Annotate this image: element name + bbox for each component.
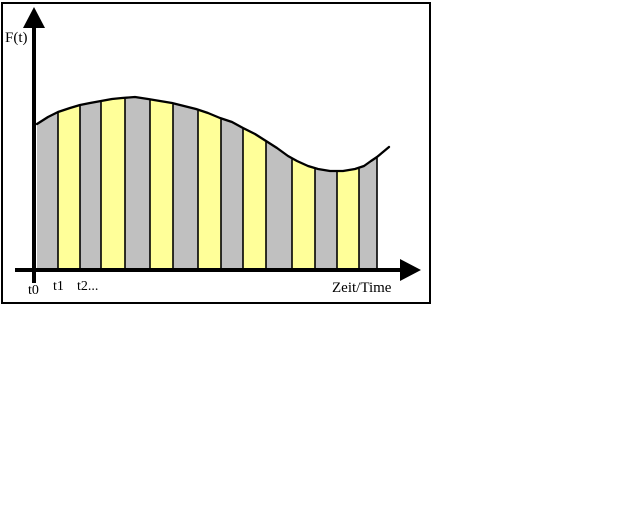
- strip-yellow: [243, 97, 266, 271]
- y-axis-label: F(t): [5, 30, 28, 46]
- strip-gray: [315, 97, 337, 271]
- strip-yellow: [337, 97, 359, 271]
- x-axis-arrowhead: [400, 259, 421, 281]
- strip-yellow: [58, 97, 80, 271]
- strip-gray: [359, 97, 377, 271]
- strip-gray: [266, 97, 292, 271]
- figure-frame: [1, 2, 431, 304]
- tick-label-t0: t0: [28, 283, 39, 298]
- strip-gray: [80, 97, 101, 271]
- strip-yellow: [292, 97, 315, 271]
- tick-label-t2: t2...: [77, 279, 99, 294]
- function-curve: [35, 95, 391, 173]
- strip-gray: [37, 97, 58, 271]
- strip-yellow: [198, 97, 221, 271]
- y-axis-arrowhead: [23, 7, 45, 28]
- strip-gray: [221, 97, 243, 271]
- x-axis-label: Zeit/Time: [332, 280, 392, 296]
- strip-gray: [125, 97, 150, 271]
- strip-yellow: [101, 97, 125, 271]
- strip-gray: [173, 97, 198, 271]
- strip-yellow: [150, 97, 173, 271]
- tick-label-t1: t1: [53, 279, 64, 294]
